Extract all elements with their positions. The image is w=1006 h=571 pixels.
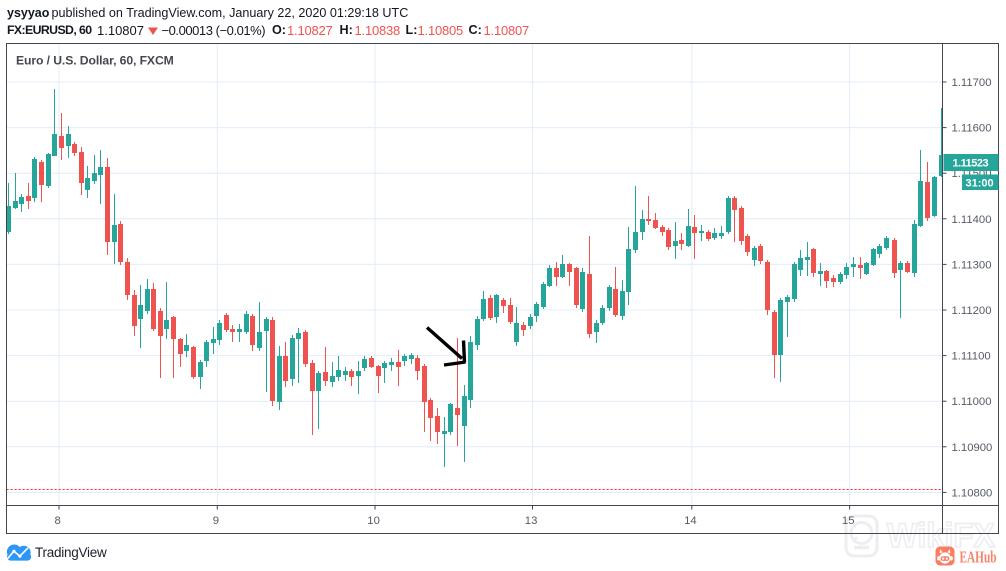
svg-text:1.10800: 1.10800: [952, 487, 993, 499]
svg-text:1.11200: 1.11200: [952, 305, 992, 317]
svg-text:1.11523: 1.11523: [953, 158, 989, 170]
svg-text:8: 8: [54, 515, 60, 527]
svg-text:1.11000: 1.11000: [952, 396, 992, 408]
svg-text:1.11600: 1.11600: [952, 123, 992, 135]
svg-text:1.11700: 1.11700: [952, 77, 992, 89]
svg-text:31:00: 31:00: [966, 178, 994, 190]
svg-text:1.11100: 1.11100: [952, 351, 991, 363]
svg-text:14: 14: [684, 515, 697, 527]
svg-text:1.10900: 1.10900: [952, 442, 993, 454]
svg-text:1.11300: 1.11300: [952, 259, 992, 271]
svg-text:1.11400: 1.11400: [952, 214, 992, 226]
svg-text:15: 15: [842, 515, 855, 527]
svg-text:TradingView: TradingView: [35, 545, 107, 560]
svg-text:9: 9: [213, 515, 219, 527]
svg-text:Euro / U.S. Dollar, 60, FXCM: Euro / U.S. Dollar, 60, FXCM: [16, 54, 174, 68]
svg-text:10: 10: [367, 515, 380, 527]
svg-text:EAHub: EAHub: [960, 548, 997, 567]
svg-text:13: 13: [525, 515, 538, 527]
